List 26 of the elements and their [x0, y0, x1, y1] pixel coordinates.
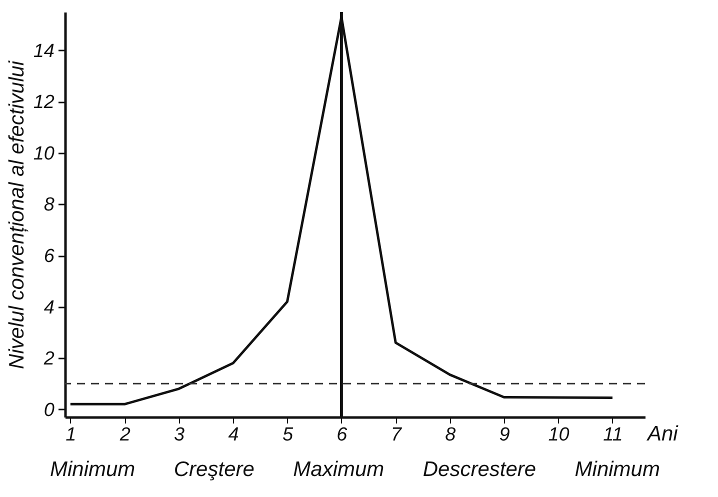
- text: Minimum: [50, 458, 136, 482]
- x-tick-label: 1: [66, 424, 76, 446]
- x-tick-label: 4: [228, 424, 239, 446]
- text: Descrestere: [422, 458, 536, 482]
- x-tick-label: 11: [603, 424, 623, 446]
- x-tick-label: 6: [336, 424, 348, 446]
- text: Creştere: [174, 458, 254, 482]
- x-tick-label: 5: [282, 424, 294, 446]
- y-tick-label: 0: [44, 400, 55, 421]
- y-tick-label: 14: [33, 40, 54, 62]
- y-axis-title: Nivelul convențional al efectivului: [5, 60, 28, 370]
- x-tick-label: 9: [499, 424, 510, 446]
- y-tick-label: 10: [33, 143, 55, 164]
- x-tick-label: 10: [548, 424, 570, 446]
- x-tick-label: 8: [445, 424, 456, 446]
- y-tick-label: 6: [44, 246, 55, 268]
- y-tick-label: 8: [44, 194, 55, 216]
- text: Minimum: [574, 458, 660, 482]
- x-tick-label: 7: [390, 424, 403, 446]
- y-tick-label: 4: [44, 297, 54, 318]
- x-tick-label: 2: [118, 424, 131, 446]
- y-tick-label: 12: [33, 92, 55, 114]
- text: Maximum: [293, 458, 384, 482]
- y-tick-label: 2: [42, 348, 55, 370]
- x-tick-label: 3: [174, 424, 186, 446]
- x-axis-title: Ani: [646, 422, 680, 446]
